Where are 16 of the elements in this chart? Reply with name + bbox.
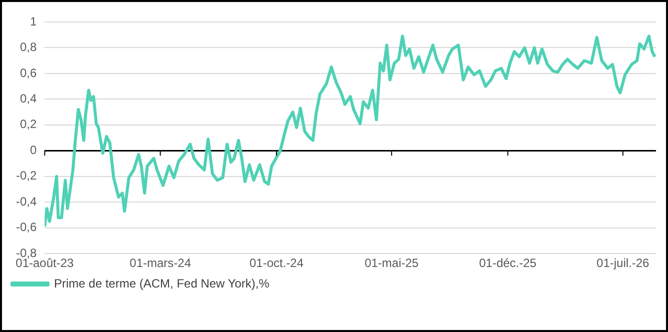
y-tick-label: 0,6 (20, 66, 37, 80)
y-tick-label: 0,4 (20, 92, 37, 106)
x-tick-label: 01-mai-25 (364, 256, 419, 270)
x-tick-label: 01-mars-24 (130, 256, 192, 270)
legend-label: Prime de terme (ACM, Fed New York),% (54, 276, 270, 290)
y-tick-label: -0,8 (16, 246, 37, 260)
x-tick-label: 01-oct.-24 (249, 256, 304, 270)
x-tick-label: 01-juil.-26 (596, 256, 650, 270)
y-tick-label: -0,4 (16, 194, 37, 208)
y-tick-label: 1 (30, 14, 37, 28)
x-tick-label: 01-déc.-25 (479, 256, 537, 270)
y-tick-label: 0,8 (20, 40, 37, 54)
y-tick-label: 0,2 (20, 117, 37, 132)
y-tick-label: -0,2 (16, 168, 37, 183)
y-tick-label: -0,6 (16, 220, 37, 234)
y-tick-label: 0 (30, 142, 37, 157)
